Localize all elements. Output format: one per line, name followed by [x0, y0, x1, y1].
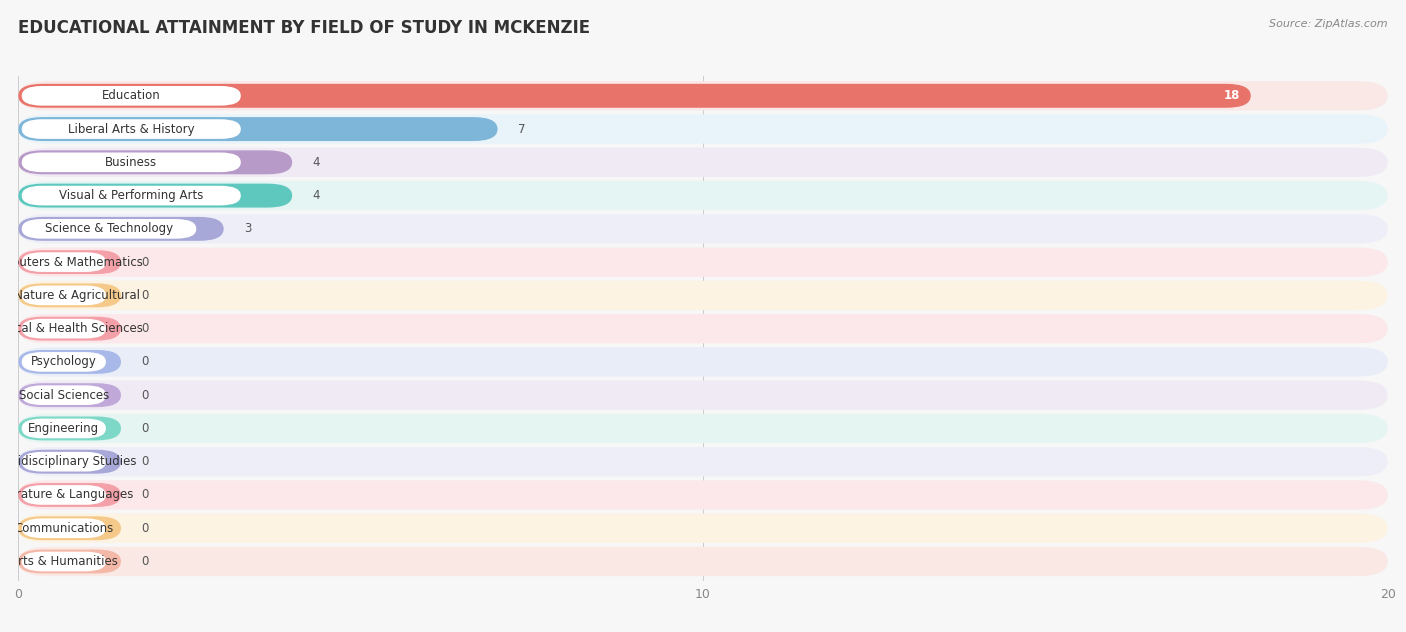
- FancyBboxPatch shape: [18, 214, 1388, 243]
- Text: Multidisciplinary Studies: Multidisciplinary Studies: [0, 455, 136, 468]
- FancyBboxPatch shape: [18, 480, 1388, 509]
- Text: 18: 18: [1225, 89, 1240, 102]
- Text: 0: 0: [142, 255, 149, 269]
- Text: Visual & Performing Arts: Visual & Performing Arts: [59, 189, 204, 202]
- FancyBboxPatch shape: [18, 217, 224, 241]
- FancyBboxPatch shape: [18, 514, 1388, 543]
- Text: Literature & Languages: Literature & Languages: [0, 489, 134, 501]
- FancyBboxPatch shape: [18, 281, 1388, 310]
- Text: 0: 0: [142, 455, 149, 468]
- FancyBboxPatch shape: [18, 250, 121, 274]
- Text: Psychology: Psychology: [31, 355, 97, 368]
- Text: Business: Business: [105, 156, 157, 169]
- FancyBboxPatch shape: [18, 547, 1388, 576]
- FancyBboxPatch shape: [21, 252, 105, 272]
- FancyBboxPatch shape: [21, 186, 240, 205]
- Text: 0: 0: [142, 322, 149, 335]
- FancyBboxPatch shape: [21, 219, 197, 239]
- FancyBboxPatch shape: [18, 483, 121, 507]
- FancyBboxPatch shape: [21, 286, 105, 305]
- Text: 0: 0: [142, 389, 149, 402]
- Text: Source: ZipAtlas.com: Source: ZipAtlas.com: [1270, 19, 1388, 29]
- FancyBboxPatch shape: [21, 452, 105, 471]
- Text: 0: 0: [142, 489, 149, 501]
- FancyBboxPatch shape: [18, 150, 292, 174]
- Text: 0: 0: [142, 555, 149, 568]
- Text: 7: 7: [519, 123, 526, 135]
- Text: 0: 0: [142, 422, 149, 435]
- FancyBboxPatch shape: [18, 117, 498, 141]
- FancyBboxPatch shape: [21, 485, 105, 505]
- FancyBboxPatch shape: [18, 380, 1388, 410]
- FancyBboxPatch shape: [21, 319, 105, 339]
- Text: 4: 4: [312, 156, 321, 169]
- Text: Engineering: Engineering: [28, 422, 100, 435]
- FancyBboxPatch shape: [21, 86, 240, 106]
- FancyBboxPatch shape: [21, 518, 105, 538]
- Text: 0: 0: [142, 355, 149, 368]
- FancyBboxPatch shape: [18, 516, 121, 540]
- FancyBboxPatch shape: [18, 248, 1388, 277]
- FancyBboxPatch shape: [21, 119, 240, 139]
- FancyBboxPatch shape: [18, 114, 1388, 143]
- FancyBboxPatch shape: [21, 152, 240, 172]
- Text: Education: Education: [101, 89, 160, 102]
- FancyBboxPatch shape: [18, 283, 121, 307]
- Text: Bio, Nature & Agricultural: Bio, Nature & Agricultural: [0, 289, 139, 302]
- FancyBboxPatch shape: [18, 416, 121, 441]
- FancyBboxPatch shape: [18, 84, 1251, 108]
- FancyBboxPatch shape: [18, 314, 1388, 343]
- Text: Computers & Mathematics: Computers & Mathematics: [0, 255, 143, 269]
- FancyBboxPatch shape: [18, 148, 1388, 177]
- Text: Arts & Humanities: Arts & Humanities: [10, 555, 118, 568]
- FancyBboxPatch shape: [21, 386, 105, 405]
- FancyBboxPatch shape: [18, 81, 1388, 111]
- FancyBboxPatch shape: [18, 347, 1388, 377]
- FancyBboxPatch shape: [18, 350, 121, 374]
- Text: 0: 0: [142, 522, 149, 535]
- FancyBboxPatch shape: [18, 184, 292, 207]
- FancyBboxPatch shape: [21, 552, 105, 571]
- FancyBboxPatch shape: [18, 414, 1388, 443]
- FancyBboxPatch shape: [18, 450, 121, 473]
- Text: Social Sciences: Social Sciences: [18, 389, 108, 402]
- FancyBboxPatch shape: [18, 383, 121, 407]
- Text: Physical & Health Sciences: Physical & Health Sciences: [0, 322, 143, 335]
- Text: Science & Technology: Science & Technology: [45, 222, 173, 235]
- Text: Liberal Arts & History: Liberal Arts & History: [67, 123, 194, 135]
- Text: 3: 3: [245, 222, 252, 235]
- Text: 0: 0: [142, 289, 149, 302]
- FancyBboxPatch shape: [18, 317, 121, 341]
- Text: EDUCATIONAL ATTAINMENT BY FIELD OF STUDY IN MCKENZIE: EDUCATIONAL ATTAINMENT BY FIELD OF STUDY…: [18, 19, 591, 37]
- FancyBboxPatch shape: [18, 181, 1388, 210]
- Text: Communications: Communications: [14, 522, 114, 535]
- FancyBboxPatch shape: [21, 418, 105, 438]
- FancyBboxPatch shape: [21, 352, 105, 372]
- FancyBboxPatch shape: [18, 549, 121, 573]
- Text: 4: 4: [312, 189, 321, 202]
- FancyBboxPatch shape: [18, 447, 1388, 477]
